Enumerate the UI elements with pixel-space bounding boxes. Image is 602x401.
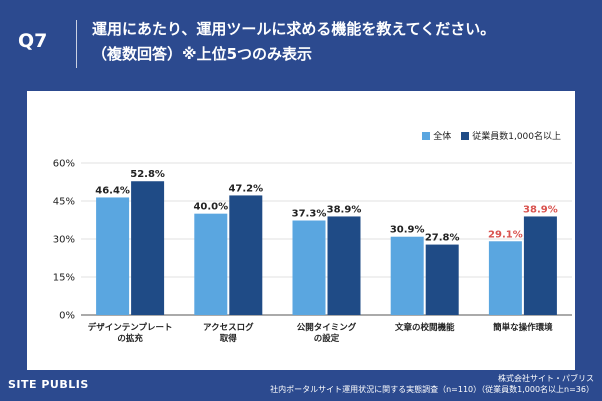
source-company: 株式会社サイト・パブリス (498, 374, 594, 383)
x-tick-label: アクセスログ (203, 322, 254, 333)
question-line-1: 運用にあたり、運用ツールに求める機能を教えてください。 (92, 20, 496, 38)
source-note: 株式会社サイト・パブリス 社内ポータルサイト運用状況に関する実態調査（n=110… (270, 373, 594, 395)
question-text: 運用にあたり、運用ツールに求める機能を教えてください。 （複数回答）※上位5つの… (92, 17, 592, 67)
bar (96, 197, 130, 315)
x-tick-label: デザインテンプレート (88, 322, 173, 333)
bar (488, 241, 522, 315)
data-label: 38.9% (523, 204, 558, 215)
data-label: 47.2% (228, 183, 263, 194)
data-label: 52.8% (130, 169, 165, 180)
x-tick-label: の設定 (314, 333, 340, 344)
legend-item-all: 全体 (422, 129, 451, 142)
question-line-2: （複数回答）※上位5つのみ表示 (92, 45, 313, 63)
y-tick-label: 45% (53, 197, 75, 208)
x-tick-label: 文章の校閲機能 (395, 322, 455, 333)
x-tick-label: 取得 (220, 333, 238, 344)
data-label: 30.9% (390, 225, 425, 236)
data-label: 40.0% (193, 202, 228, 213)
chart-card: 全体 従業員数1,000名以上 0% 15% 30% 45% 60% 46.4% 52.8%… (27, 91, 575, 370)
y-tick-label: 60% (53, 159, 75, 170)
source-survey: 社内ポータルサイト運用状況に関する実態調査（n=110）（従業員数1,000名以… (270, 385, 594, 394)
bar (390, 236, 424, 315)
data-label: 46.4% (95, 185, 130, 196)
bar (131, 181, 165, 315)
data-label: 29.1% (488, 229, 523, 240)
x-tick-label: 公開タイミング (297, 322, 357, 333)
legend-swatch-large (461, 131, 470, 140)
data-label: 37.3% (292, 209, 327, 220)
bar (425, 244, 459, 315)
bar (292, 220, 326, 315)
data-label: 38.9% (327, 204, 362, 215)
x-tick-label: の拡充 (117, 333, 143, 344)
chart-legend: 全体 従業員数1,000名以上 (412, 129, 561, 142)
data-label: 27.8% (425, 233, 460, 244)
question-number: Q7 (18, 30, 48, 52)
x-tick-label: 簡単な操作環境 (493, 322, 553, 333)
header-divider (76, 20, 77, 68)
legend-swatch-all (422, 131, 431, 140)
bar (523, 216, 557, 315)
site-publis-logo: SITE PUBLIS (8, 378, 89, 391)
bar (327, 216, 361, 315)
legend-label-all: 全体 (433, 132, 452, 142)
bar (229, 195, 263, 315)
y-tick-label: 15% (53, 273, 75, 284)
y-tick-label: 0% (59, 311, 75, 322)
y-tick-label: 30% (53, 235, 75, 246)
legend-label-large: 従業員数1,000名以上 (472, 132, 561, 142)
bar (194, 213, 228, 315)
legend-item-large: 従業員数1,000名以上 (461, 129, 561, 142)
